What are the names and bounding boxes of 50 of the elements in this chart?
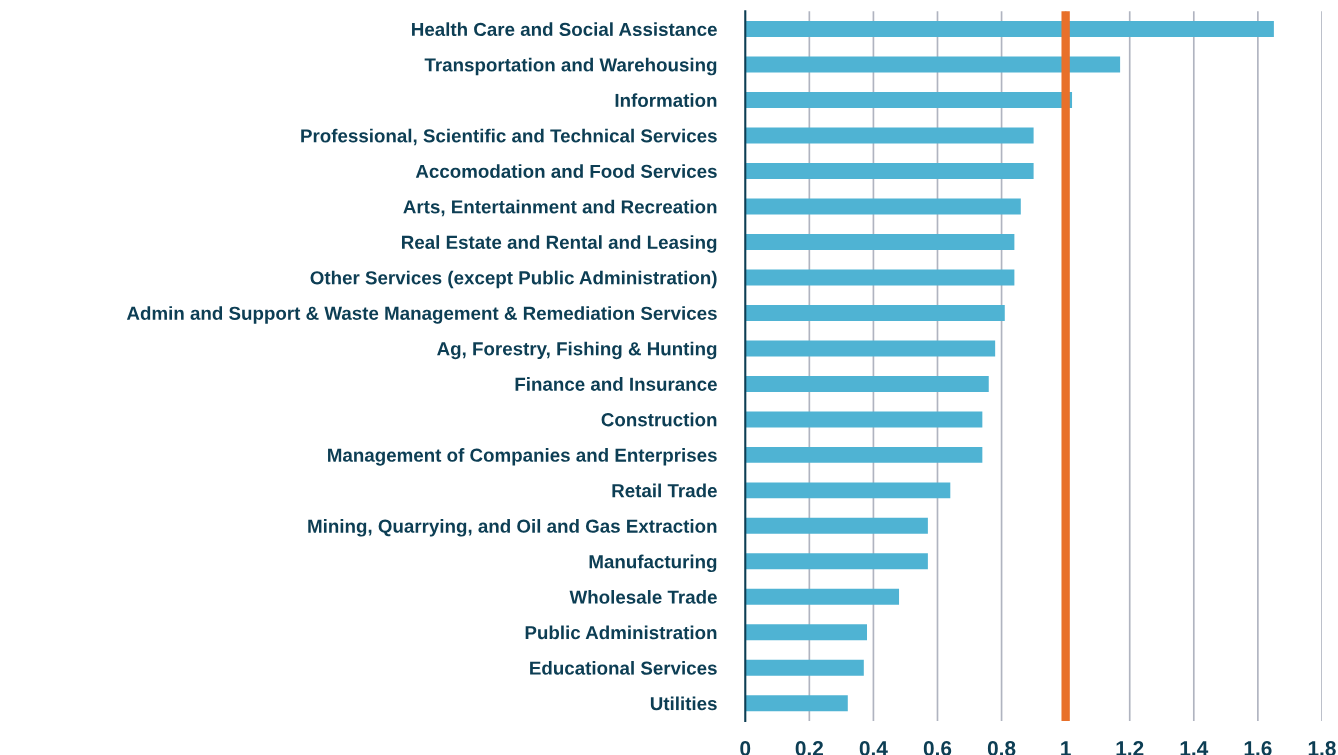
bar [745,304,1005,321]
y-tick-label: Admin and Support & Waste Management & Remediation Services [126,306,717,324]
x-tick-label: 1.6 [1244,741,1272,755]
bar [745,659,864,676]
bar [745,375,989,392]
bar [745,56,1121,73]
bar [745,482,951,499]
bar [745,269,1015,286]
x-tick-label: 0.8 [987,741,1016,755]
y-tick-label: Mining, Quarrying, and Oil and Gas Extraction [308,519,717,537]
x-tick-label: 1 [1061,741,1071,755]
y-tick-label: Management of Companies and Enterprises [328,448,717,466]
y-tick-label: Wholesale Trade [569,590,717,604]
y-tick-label: Health Care and Social Assistance [412,22,717,37]
y-tick-label: Other Services (except Public Administration) [310,270,717,289]
x-tick-label: 1.8 [1308,741,1336,755]
y-tick-label: Accomodation and Food Services [415,164,717,178]
y-tick-label: Educational Services [530,661,717,675]
x-tick-label: 0.4 [859,741,888,755]
bar [745,163,1034,179]
y-tick-label: Transportation and Warehousing [424,57,717,76]
y-tick-label: Public Administration [525,625,717,640]
bar [745,588,900,605]
y-tick-label: Ag, Forestry, Fishing & Hunting [437,341,717,360]
bar [745,21,1274,38]
x-tick-label: 1.2 [1116,741,1144,755]
x-tick-label: 0 [740,741,751,755]
x-tick-label: 0.2 [795,741,823,755]
x-tick-label: 0.6 [923,741,952,755]
bar [745,411,983,428]
bar [745,553,928,570]
y-tick-label: Arts, Entertainment and Recreation [403,199,717,217]
y-tick-label: Finance and Insurance [515,377,717,391]
bar [745,92,1073,109]
y-tick-label: Utilities [650,696,717,711]
y-tick-label: Real Estate and Rental and Leasing [402,235,717,253]
bar [745,198,1021,215]
x-tick-label: 1.4 [1180,741,1209,755]
bar [745,517,928,534]
y-tick-label: Manufacturing [589,554,717,573]
bar [745,695,848,712]
y-tick-label: Construction [601,412,717,427]
bar [745,127,1034,144]
y-tick-label: Retail Trade [612,483,717,498]
bar [745,340,996,357]
bar [745,624,868,641]
bar [745,446,983,463]
y-tick-label: Professional, Scientific and Technical Services [301,128,717,146]
y-tick-label: Information [615,93,717,108]
bar [745,233,1015,250]
